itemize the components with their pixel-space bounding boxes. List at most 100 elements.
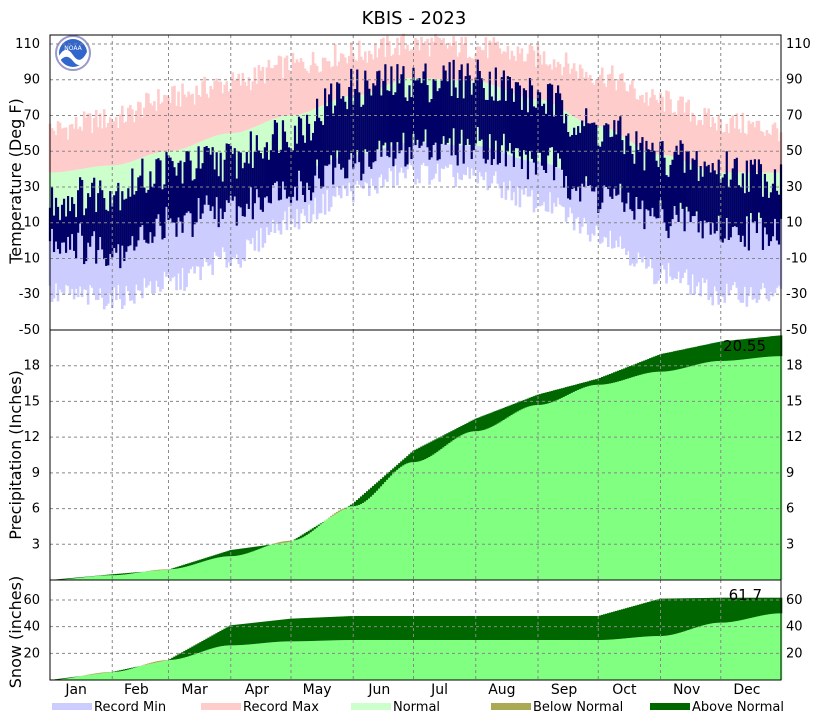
record-min-band <box>273 175 277 234</box>
record-min-band <box>325 161 329 190</box>
record-max-band <box>753 127 757 173</box>
precipitation-normal-area <box>253 550 257 580</box>
snow-normal-area <box>665 635 668 680</box>
record-max-band <box>512 55 516 94</box>
record-max-band <box>675 114 678 158</box>
snow-normal-area <box>141 665 144 680</box>
snow-above-normal <box>450 616 453 640</box>
snow-normal-area <box>621 638 624 680</box>
snow-below-normal <box>92 673 96 675</box>
record-min-band <box>239 189 243 268</box>
precipitation-above-normal <box>131 572 134 574</box>
precipitation-normal-area <box>677 369 680 580</box>
precipitation-normal-area <box>237 555 241 580</box>
precipitation-above-normal <box>528 397 532 407</box>
record-max-band <box>510 50 514 93</box>
record-min-band <box>207 194 210 266</box>
snow-above-normal <box>398 616 401 640</box>
record-min-band <box>225 190 229 268</box>
precipitation-normal-area <box>715 361 719 580</box>
precipitation-above-normal <box>424 444 427 460</box>
record-max-band <box>54 135 58 173</box>
precipitation-normal-area <box>231 556 235 580</box>
snow-above-normal <box>171 657 174 660</box>
snow-above-normal <box>227 626 231 646</box>
snow-normal-area <box>514 640 518 680</box>
precipitation-above-normal <box>251 547 255 552</box>
snow-above-normal <box>267 621 271 643</box>
snow-normal-area <box>386 640 389 680</box>
record-max-band <box>347 55 351 97</box>
precipitation-below-normal <box>327 517 331 519</box>
precipitation-normal-area <box>430 455 433 580</box>
precipitation-above-normal <box>729 340 733 361</box>
precipitation-above-normal <box>313 527 317 530</box>
snow-above-normal <box>512 616 516 640</box>
snow-above-normal <box>492 616 496 640</box>
record-min-band <box>171 202 174 278</box>
snow-normal-area <box>442 640 445 680</box>
snow-above-normal <box>594 616 598 640</box>
month-label: Apr <box>245 682 269 698</box>
record-min-band <box>285 172 289 231</box>
precipitation-normal-area <box>398 468 401 580</box>
precipitation-normal-area <box>404 464 407 580</box>
snow-above-normal <box>480 616 484 640</box>
y-tick-label-right: 20 <box>786 646 803 661</box>
precipitation-normal-area <box>183 567 186 580</box>
snow-above-normal <box>584 616 588 640</box>
record-max-band <box>639 95 642 148</box>
snow-above-normal <box>540 616 544 640</box>
precipitation-above-normal <box>249 547 253 553</box>
snow-normal-area <box>382 640 385 680</box>
precipitation-normal-area <box>759 357 763 580</box>
precipitation-above-normal <box>60 578 64 580</box>
precipitation-normal-area <box>725 360 729 580</box>
precipitation-normal-area <box>576 390 580 580</box>
precipitation-above-normal <box>299 535 303 539</box>
precipitation-above-normal <box>777 335 781 357</box>
record-min-band <box>665 205 668 284</box>
precipitation-above-normal <box>755 337 759 358</box>
normal-band <box>125 163 128 213</box>
snow-normal-area <box>657 636 660 680</box>
precipitation-above-normal <box>693 347 696 366</box>
precipitation-above-normal <box>500 408 504 422</box>
record-min-band <box>617 188 620 248</box>
snow-above-normal <box>434 616 437 640</box>
precipitation-above-normal <box>464 423 468 434</box>
precipitation-above-normal <box>494 410 498 425</box>
legend-swatch-record-min <box>52 703 92 710</box>
precipitation-above-normal <box>66 578 70 580</box>
record-max-band <box>458 52 461 81</box>
precipitation-normal-area <box>482 429 486 580</box>
precipitation-above-normal <box>542 392 546 405</box>
precipitation-normal-area <box>349 506 353 580</box>
precipitation-above-normal <box>488 413 492 428</box>
snow-above-normal <box>530 616 534 640</box>
snow-above-normal <box>442 616 445 640</box>
precipitation-above-normal <box>458 426 461 437</box>
record-max-band <box>530 45 534 99</box>
record-max-band <box>462 43 465 82</box>
record-max-band <box>311 52 315 110</box>
record-max-band <box>580 68 584 122</box>
precipitation-normal-area <box>769 356 773 580</box>
record-max-band <box>191 93 194 146</box>
record-min-band <box>442 143 445 170</box>
snow-normal-area <box>773 613 777 680</box>
snow-above-normal <box>291 618 295 642</box>
precipitation-normal-area <box>729 360 733 580</box>
snow-normal-area <box>313 640 317 680</box>
temperature-ylabel: Temperature (Deg F) <box>6 98 25 265</box>
record-min-band <box>247 186 251 241</box>
snow-above-normal <box>611 612 614 640</box>
snow-normal-area <box>504 640 508 680</box>
snow-normal-area <box>205 650 208 680</box>
precipitation-above-normal <box>615 371 618 383</box>
record-max-band <box>253 67 257 128</box>
snow-above-normal <box>717 597 721 623</box>
precipitation-above-normal <box>701 345 704 364</box>
record-min-band <box>633 196 636 267</box>
record-min-band <box>209 193 212 265</box>
